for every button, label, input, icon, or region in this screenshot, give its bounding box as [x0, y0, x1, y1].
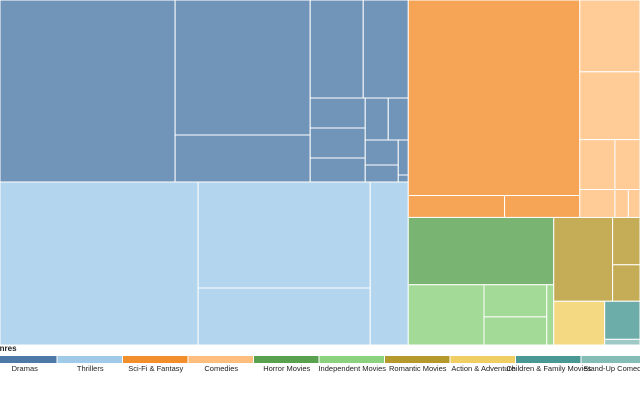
legend-swatch [254, 356, 319, 363]
treemap-cell [483, 284, 548, 318]
legend-label: Sci-Fi & Fantasy [128, 364, 183, 373]
legend-swatch [450, 356, 515, 363]
treemap-cell [553, 216, 614, 302]
treemap-cell [579, 0, 640, 73]
treemap [0, 0, 640, 346]
treemap-cell [397, 174, 409, 183]
treemap-cell [614, 189, 629, 218]
treemap-cell [483, 316, 548, 346]
treemap-cell [579, 71, 640, 141]
treemap-cell [407, 195, 506, 218]
treemap-cell [612, 264, 640, 302]
treemap-cell [553, 300, 606, 346]
legend-swatch [319, 356, 384, 363]
treemap-cell [174, 0, 311, 136]
treemap-cell [407, 0, 581, 197]
treemap-cell [614, 139, 640, 191]
treemap-cell [407, 284, 485, 346]
treemap-cell [546, 284, 555, 346]
legend-label: Independent Movies [318, 364, 386, 373]
treemap-cell [364, 97, 389, 141]
treemap-cell [197, 181, 371, 289]
treemap-cell [397, 139, 409, 176]
treemap-cell [627, 189, 640, 218]
treemap-cell [407, 216, 555, 286]
legend-swatch [0, 356, 57, 363]
legend-label: Comedies [204, 364, 238, 373]
treemap-cell [362, 0, 409, 99]
legend-swatch [385, 356, 450, 363]
treemap-cell [309, 97, 366, 129]
legend-swatch [516, 356, 581, 363]
treemap-cell [364, 139, 399, 166]
legend-label: Children & Family Movies [506, 364, 591, 373]
legend-swatch [188, 356, 253, 363]
legend-label: Horror Movies [263, 364, 310, 373]
legend-label: Thrillers [77, 364, 104, 373]
treemap-cell [309, 127, 366, 159]
treemap-cell [309, 157, 366, 183]
treemap-cell [0, 0, 176, 183]
treemap-cell [579, 189, 616, 218]
legend-title: Genres [0, 344, 17, 353]
legend-label: Action & Adventure [451, 364, 515, 373]
treemap-cell [174, 134, 311, 183]
treemap-cell [309, 0, 364, 99]
legend-swatch [123, 356, 188, 363]
treemap-cell [0, 181, 199, 346]
legend-swatch [57, 356, 122, 363]
legend-label: Romantic Movies [389, 364, 447, 373]
legend-swatch [581, 356, 640, 363]
treemap-cell [387, 97, 409, 141]
treemap-cell [579, 139, 616, 191]
treemap-cell [604, 300, 640, 340]
treemap-cell [604, 338, 640, 346]
treemap-cell [197, 287, 371, 346]
treemap-cell [504, 195, 581, 218]
treemap-cell [612, 216, 640, 266]
treemap-cell [369, 181, 409, 346]
legend: Genres Dramas Thrillers Sci-Fi & Fantasy Co… [0, 344, 640, 373]
treemap-cell [364, 164, 399, 183]
legend-label: Stand-Up Comedy [583, 364, 640, 373]
legend-label: Dramas [12, 364, 39, 373]
